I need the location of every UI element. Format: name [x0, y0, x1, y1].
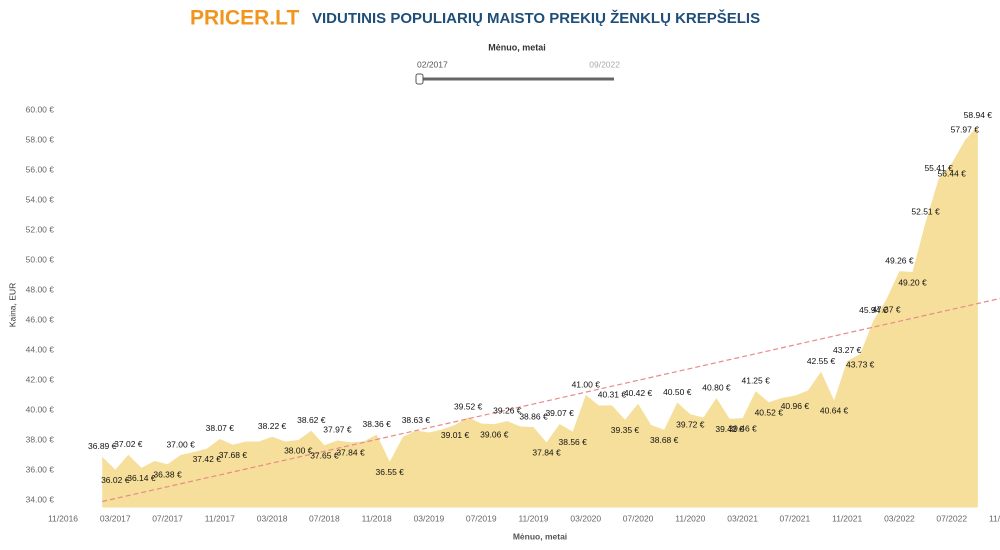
- x-tick-label: 11/2018: [362, 513, 392, 523]
- y-tick-label: 38.00 €: [26, 434, 55, 444]
- data-label: 43.27 €: [833, 345, 862, 355]
- data-label: 38.22 €: [258, 421, 287, 431]
- data-label: 37.97 €: [323, 425, 352, 435]
- x-tick-label: 07/2021: [780, 513, 811, 523]
- data-label: 39.52 €: [454, 401, 483, 411]
- x-tick-label: 03/2020: [570, 513, 601, 523]
- data-label: 37.02 €: [114, 439, 143, 449]
- data-label: 39.06 €: [480, 429, 509, 439]
- data-label: 38.56 €: [559, 437, 588, 447]
- y-tick-label: 58.00 €: [26, 134, 55, 144]
- data-label: 39.42 €: [715, 424, 744, 434]
- data-label: 39.01 €: [441, 430, 470, 440]
- data-label: 40.80 €: [702, 382, 731, 392]
- data-label: 38.68 €: [650, 435, 679, 445]
- x-tick-label: 11/2022: [989, 513, 1000, 523]
- y-tick-label: 54.00 €: [26, 194, 55, 204]
- x-tick-label: 11/2020: [675, 513, 705, 523]
- data-label: 36.14 €: [127, 473, 156, 483]
- x-tick-label: 03/2022: [884, 513, 915, 523]
- y-tick-label: 48.00 €: [26, 284, 55, 294]
- data-label: 55.41 €: [924, 163, 953, 173]
- y-tick-label: 42.00 €: [26, 374, 55, 384]
- data-label: 45.94 €: [859, 305, 888, 315]
- data-label: 42.55 €: [807, 356, 836, 366]
- x-tick-label: 03/2021: [727, 513, 758, 523]
- filter-start[interactable]: 02/2017: [417, 59, 448, 69]
- x-tick-label: 11/2019: [518, 513, 548, 523]
- data-label: 40.96 €: [781, 401, 810, 411]
- y-tick-label: 44.00 €: [26, 344, 55, 354]
- y-tick-label: 36.00 €: [26, 464, 55, 474]
- trend-line: [102, 297, 1000, 503]
- data-label: 36.38 €: [153, 470, 182, 480]
- filter-handle[interactable]: [415, 73, 424, 85]
- data-label: 49.26 €: [885, 255, 914, 265]
- data-label: 36.89 €: [88, 441, 117, 451]
- data-label: 40.52 €: [755, 407, 784, 417]
- data-label: 39.07 €: [545, 408, 574, 418]
- data-label: 58.94 €: [964, 110, 993, 120]
- data-label: 38.86 €: [519, 411, 548, 421]
- y-axis-title: Kaina, EUR: [7, 283, 17, 327]
- data-label: 39.72 €: [676, 419, 705, 429]
- data-label: 38.63 €: [402, 415, 431, 425]
- data-label: 40.42 €: [624, 388, 653, 398]
- y-tick-label: 34.00 €: [26, 494, 55, 504]
- data-label: 38.62 €: [297, 415, 326, 425]
- x-tick-label: 03/2018: [257, 513, 288, 523]
- y-tick-label: 52.00 €: [26, 224, 55, 234]
- data-label: 39.26 €: [493, 405, 522, 415]
- filter-label: Mėnuo, metai: [488, 42, 546, 52]
- x-tick-label: 03/2019: [414, 513, 445, 523]
- x-tick-label: 03/2017: [100, 513, 131, 523]
- y-tick-label: 46.00 €: [26, 314, 55, 324]
- data-label: 36.02 €: [101, 475, 130, 485]
- data-label: 37.00 €: [166, 439, 195, 449]
- data-label: 56.44 €: [938, 169, 967, 179]
- data-label: 38.36 €: [362, 419, 391, 429]
- data-label: 39.46 €: [728, 423, 757, 433]
- x-tick-label: 07/2019: [466, 513, 497, 523]
- y-tick-label: 56.00 €: [26, 164, 55, 174]
- data-label: 36.55 €: [376, 467, 405, 477]
- data-label: 52.51 €: [911, 207, 940, 217]
- data-label: 41.25 €: [741, 376, 770, 386]
- data-label: 37.65 €: [310, 451, 339, 461]
- x-axis-title: Mėnuo, metai: [513, 531, 567, 541]
- data-label: 41.00 €: [572, 379, 601, 389]
- data-label: 47.37 €: [872, 305, 901, 315]
- data-label: 57.97 €: [951, 125, 980, 135]
- data-label: 43.73 €: [846, 359, 875, 369]
- y-tick-label: 40.00 €: [26, 404, 55, 414]
- data-label: 40.31 €: [598, 390, 627, 400]
- x-tick-label: 11/2021: [832, 513, 862, 523]
- filter-end[interactable]: 09/2022: [589, 59, 620, 69]
- data-label: 37.68 €: [219, 450, 248, 460]
- x-tick-label: 07/2022: [936, 513, 967, 523]
- data-label: 38.07 €: [206, 423, 235, 433]
- y-tick-label: 50.00 €: [26, 254, 55, 264]
- y-tick-label: 60.00 €: [26, 104, 55, 114]
- data-label: 37.84 €: [532, 448, 561, 458]
- data-label: 37.84 €: [336, 448, 365, 458]
- data-label: 49.20 €: [898, 277, 927, 287]
- area: [102, 125, 978, 508]
- logo: PRICER.LT: [190, 7, 299, 30]
- x-tick-label: 07/2020: [623, 513, 654, 523]
- x-tick-label: 07/2018: [309, 513, 340, 523]
- x-tick-label: 07/2017: [152, 513, 183, 523]
- data-label: 40.50 €: [663, 387, 692, 397]
- x-tick-label: 11/2016: [48, 513, 78, 523]
- data-label: 37.42 €: [193, 454, 222, 464]
- chart-title: VIDUTINIS POPULIARIŲ MAISTO PREKIŲ ŽENKL…: [312, 9, 760, 27]
- data-label: 40.64 €: [820, 406, 849, 416]
- data-label: 39.35 €: [611, 425, 640, 435]
- data-label: 38.00 €: [284, 445, 313, 455]
- x-tick-label: 11/2017: [205, 513, 235, 523]
